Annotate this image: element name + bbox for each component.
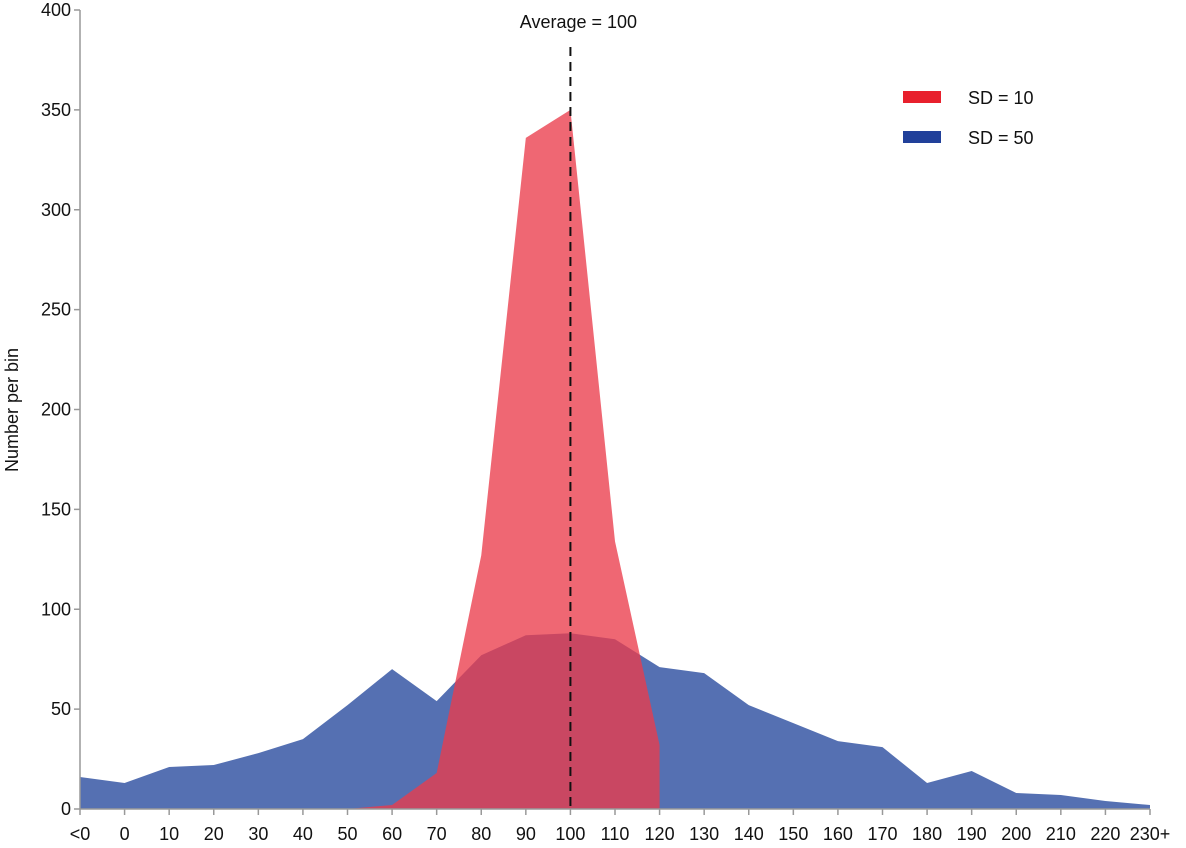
y-tick-label: 350 — [41, 100, 71, 120]
x-tick-label: 40 — [293, 824, 313, 844]
x-tick-label: 130 — [689, 824, 719, 844]
y-tick-label: 250 — [41, 300, 71, 320]
legend-label: SD = 50 — [968, 128, 1034, 148]
x-tick-label: 170 — [867, 824, 897, 844]
x-tick-label: 210 — [1046, 824, 1076, 844]
y-axis-label: Number per bin — [2, 348, 22, 472]
x-tick-label: 50 — [337, 824, 357, 844]
x-tick-label: 190 — [957, 824, 987, 844]
legend-swatch — [903, 131, 941, 143]
x-tick-label: 220 — [1090, 824, 1120, 844]
x-tick-label: 70 — [427, 824, 447, 844]
x-tick-label: <0 — [70, 824, 91, 844]
x-tick-label: 160 — [823, 824, 853, 844]
x-tick-label: 80 — [471, 824, 491, 844]
x-tick-label: 90 — [516, 824, 536, 844]
x-tick-label: 180 — [912, 824, 942, 844]
series-area-sd-10 — [347, 109, 660, 809]
y-tick-label: 100 — [41, 599, 71, 619]
legend-swatch — [903, 91, 941, 103]
x-tick-label: 60 — [382, 824, 402, 844]
x-tick-label: 110 — [601, 824, 630, 844]
y-tick-label: 300 — [41, 200, 71, 220]
x-tick-label: 0 — [120, 824, 130, 844]
x-tick-label: 200 — [1001, 824, 1031, 844]
y-tick-label: 200 — [41, 400, 71, 420]
x-tick-label: 20 — [204, 824, 224, 844]
average-annotation: Average = 100 — [520, 12, 637, 32]
x-tick-label: 230+ — [1130, 824, 1171, 844]
legend-label: SD = 10 — [968, 88, 1034, 108]
x-tick-label: 100 — [555, 824, 585, 844]
x-tick-label: 140 — [734, 824, 764, 844]
y-tick-label: 400 — [41, 0, 71, 20]
y-tick-label: 0 — [61, 799, 71, 819]
x-tick-label: 30 — [248, 824, 268, 844]
y-tick-label: 150 — [41, 499, 71, 519]
x-tick-label: 150 — [778, 824, 808, 844]
x-tick-label: 10 — [159, 824, 179, 844]
y-tick-label: 50 — [51, 699, 71, 719]
x-tick-label: 120 — [645, 824, 675, 844]
